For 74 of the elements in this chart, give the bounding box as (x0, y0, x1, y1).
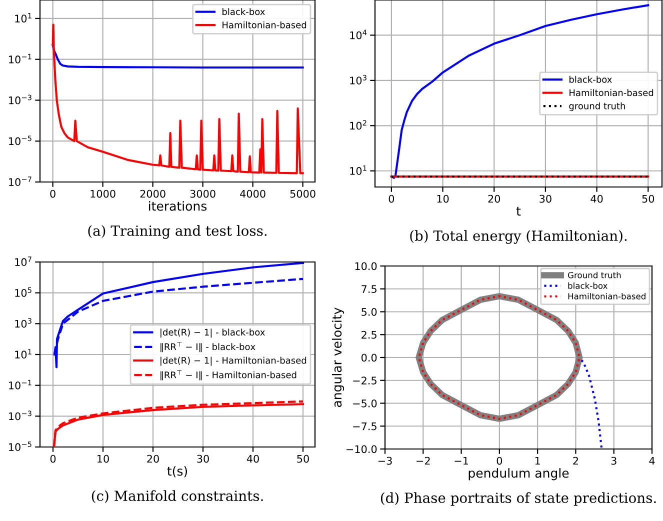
x-tick-label: 2 (573, 456, 578, 465)
x-tick-label: 0 (50, 454, 56, 463)
y-tick-label: 10$^{1}$ (15, 349, 32, 359)
x-tick-label: 10 (98, 454, 109, 463)
y-tick-label: 10$^{1}$ (15, 13, 32, 22)
text: (b) Total energy (Hamiltonian). (410, 230, 627, 244)
text: (c) Manifold constraints. (92, 490, 263, 503)
legend-label: ‖RR$^{⊤}$ − I‖ - Hamiltonian-based (160, 370, 296, 380)
text: (a) Training and test loss. (88, 225, 267, 239)
x-tick-label: 1 (535, 456, 540, 465)
x-axis-title: t(s) (167, 466, 188, 478)
x-tick-label: 0 (50, 190, 56, 198)
y-tick-label: 10$^{7}$ (15, 256, 32, 266)
line-series (580, 359, 603, 449)
legend-label: Hamiltonian-based (568, 292, 646, 300)
legend-label: black-box (568, 282, 608, 289)
legend-label: |det(R) − 1| - Hamiltonian-based (160, 356, 306, 366)
y-tick-label: −10.0 (346, 445, 377, 454)
x-tick-label: 30 (197, 454, 209, 463)
y-tick-label: 10$^{−3}$ (9, 94, 32, 104)
x-tick-label: 20 (488, 194, 500, 203)
y-tick-label: 10$^{3}$ (15, 318, 32, 328)
x-tick-label: −1 (454, 456, 468, 465)
y-tick-label: −5.0 (353, 399, 377, 408)
x-tick-label: 4000 (240, 190, 266, 198)
y-tick-label: 10$^{−7}$ (9, 176, 32, 186)
x-tick-label: 40 (590, 194, 603, 203)
x-tick-label: 0 (496, 456, 502, 465)
legend-label: ‖RR$^{⊤}$ − I‖ - black-box (160, 342, 256, 352)
x-tick-label: 40 (246, 454, 259, 463)
y-tick-label: 10$^{4}$ (350, 30, 367, 40)
legend-label: Ground truth (568, 272, 621, 278)
y-tick-label: 0.0 (361, 354, 377, 362)
x-tick-label: −3 (378, 456, 392, 465)
x-tick-label: 1000 (90, 190, 116, 198)
x-tick-label: 30 (540, 194, 552, 203)
x-tick-label: 3 (611, 456, 616, 465)
x-tick-label: 5000 (290, 190, 316, 198)
x-tick-label: 50 (642, 194, 654, 203)
legend-label: black-box (570, 76, 612, 83)
y-tick-label: 10$^{−5}$ (9, 136, 32, 146)
legend-label: |det(R) − 1| - black-box (160, 328, 265, 338)
legend-label: Hamiltonian-based (222, 21, 306, 28)
y-tick-label: 5.0 (362, 308, 377, 316)
x-tick-label: 3000 (190, 190, 216, 198)
y-axis-title: angular velocity (332, 308, 344, 408)
y-tick-label: 10$^{1}$ (350, 165, 366, 175)
y-tick-label: −2.5 (353, 376, 376, 384)
legend-label: ground truth (569, 102, 625, 112)
x-tick-label: 2000 (140, 190, 166, 198)
legend-label: Hamiltonian-based (570, 89, 654, 96)
y-tick-label: 10.0 (355, 262, 377, 270)
x-tick-label: 20 (147, 454, 159, 463)
x-axis-title: t (516, 206, 521, 216)
y-tick-label: 7.5 (362, 285, 376, 293)
y-tick-label: 10$^{−1}$ (9, 54, 32, 64)
x-axis-title: pendulum angle (468, 468, 569, 480)
y-tick-label: 10$^{−1}$ (9, 380, 32, 390)
y-tick-label: 10$^{3}$ (350, 74, 366, 84)
y-tick-label: 10$^{−3}$ (9, 410, 32, 420)
text: (d) Phase portraits of state predictions. (380, 492, 656, 506)
x-tick-label: 50 (297, 454, 309, 463)
x-axis-title: iterations (149, 201, 207, 211)
y-tick-label: 10$^{5}$ (15, 287, 32, 297)
y-tick-label: 2.5 (362, 330, 376, 339)
x-tick-label: 0 (388, 194, 394, 203)
x-tick-label: 4 (649, 456, 655, 465)
y-tick-label: −7.5 (353, 422, 376, 430)
x-tick-label: 10 (437, 194, 449, 203)
line-series (52, 44, 304, 69)
y-tick-label: 10$^{−5}$ (9, 442, 32, 452)
legend-label: black-box (222, 8, 265, 16)
y-tick-label: 10$^{2}$ (350, 120, 366, 130)
x-tick-label: −2 (416, 456, 430, 465)
